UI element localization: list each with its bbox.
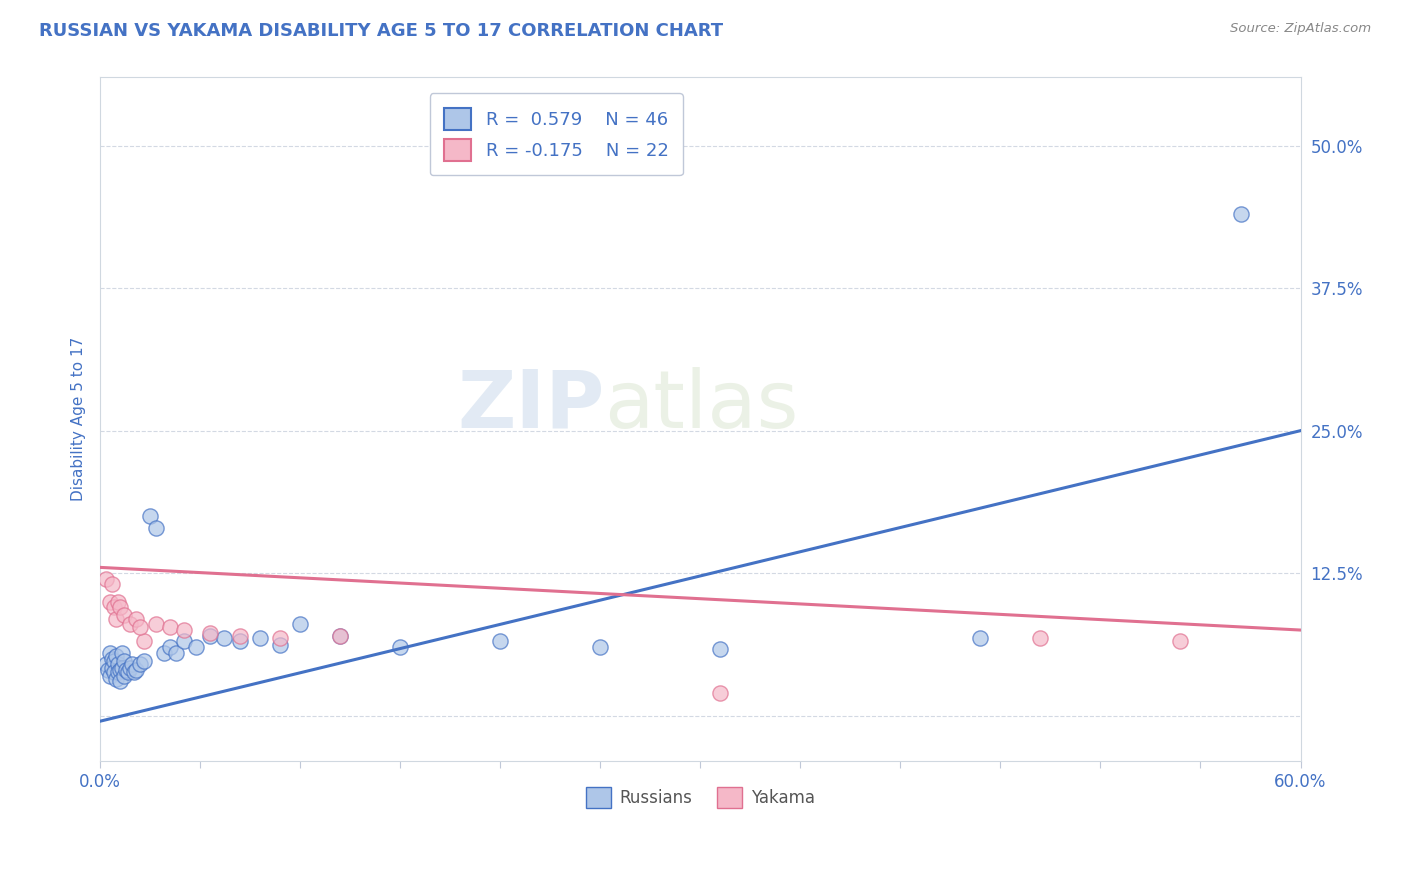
Point [134, 634, 156, 648]
Point [139, 509, 162, 524]
Point [121, 657, 143, 672]
Point [94, 657, 117, 672]
Point [105, 672, 128, 686]
Point [98, 668, 121, 682]
Point [105, 649, 128, 664]
Text: atlas: atlas [605, 367, 799, 444]
Point [489, 634, 512, 648]
Point [589, 640, 612, 654]
Point [107, 594, 129, 608]
Point [173, 634, 195, 648]
Point [108, 674, 131, 689]
Point [108, 663, 131, 677]
Point [120, 617, 142, 632]
Text: ZIP: ZIP [457, 367, 605, 444]
Point [165, 646, 187, 660]
Point [97, 663, 120, 677]
Point [112, 654, 135, 668]
Point [107, 657, 129, 672]
Point [103, 654, 125, 668]
Y-axis label: Disability Age 5 to 17: Disability Age 5 to 17 [72, 337, 86, 501]
Point [125, 663, 148, 677]
Point [709, 642, 731, 657]
Point [1229, 207, 1251, 221]
Text: Source: ZipAtlas.com: Source: ZipAtlas.com [1230, 22, 1371, 36]
Point [101, 577, 124, 591]
Legend: Russians, Yakama: Russians, Yakama [579, 780, 821, 814]
Point [98, 646, 121, 660]
Point [103, 600, 125, 615]
Point [94, 572, 117, 586]
Point [112, 668, 135, 682]
Point [249, 631, 271, 645]
Point [269, 638, 291, 652]
Point [159, 640, 181, 654]
Point [103, 665, 125, 680]
Point [229, 629, 252, 643]
Point [1170, 634, 1192, 648]
Point [122, 665, 145, 680]
Point [145, 617, 167, 632]
Point [173, 623, 195, 637]
Point [709, 686, 731, 700]
Point [105, 612, 128, 626]
Point [120, 660, 142, 674]
Text: RUSSIAN VS YAKAMA DISABILITY AGE 5 TO 17 CORRELATION CHART: RUSSIAN VS YAKAMA DISABILITY AGE 5 TO 17… [39, 22, 724, 40]
Point [329, 629, 352, 643]
Point [98, 594, 121, 608]
Point [117, 665, 139, 680]
Point [129, 619, 152, 633]
Point [159, 619, 181, 633]
Point [145, 520, 167, 534]
Point [134, 654, 156, 668]
Point [1029, 631, 1052, 645]
Point [212, 631, 235, 645]
Point [108, 600, 131, 615]
Point [186, 640, 208, 654]
Point [125, 612, 148, 626]
Point [115, 663, 138, 677]
Point [269, 631, 291, 645]
Point [229, 634, 252, 648]
Point [112, 608, 135, 623]
Point [111, 646, 134, 660]
Point [111, 660, 134, 674]
Point [198, 626, 221, 640]
Point [198, 629, 221, 643]
Point [153, 646, 176, 660]
Point [329, 629, 352, 643]
Point [389, 640, 412, 654]
Point [290, 617, 312, 632]
Point [101, 651, 124, 665]
Point [101, 660, 124, 674]
Point [129, 657, 152, 672]
Point [969, 631, 991, 645]
Point [107, 665, 129, 680]
